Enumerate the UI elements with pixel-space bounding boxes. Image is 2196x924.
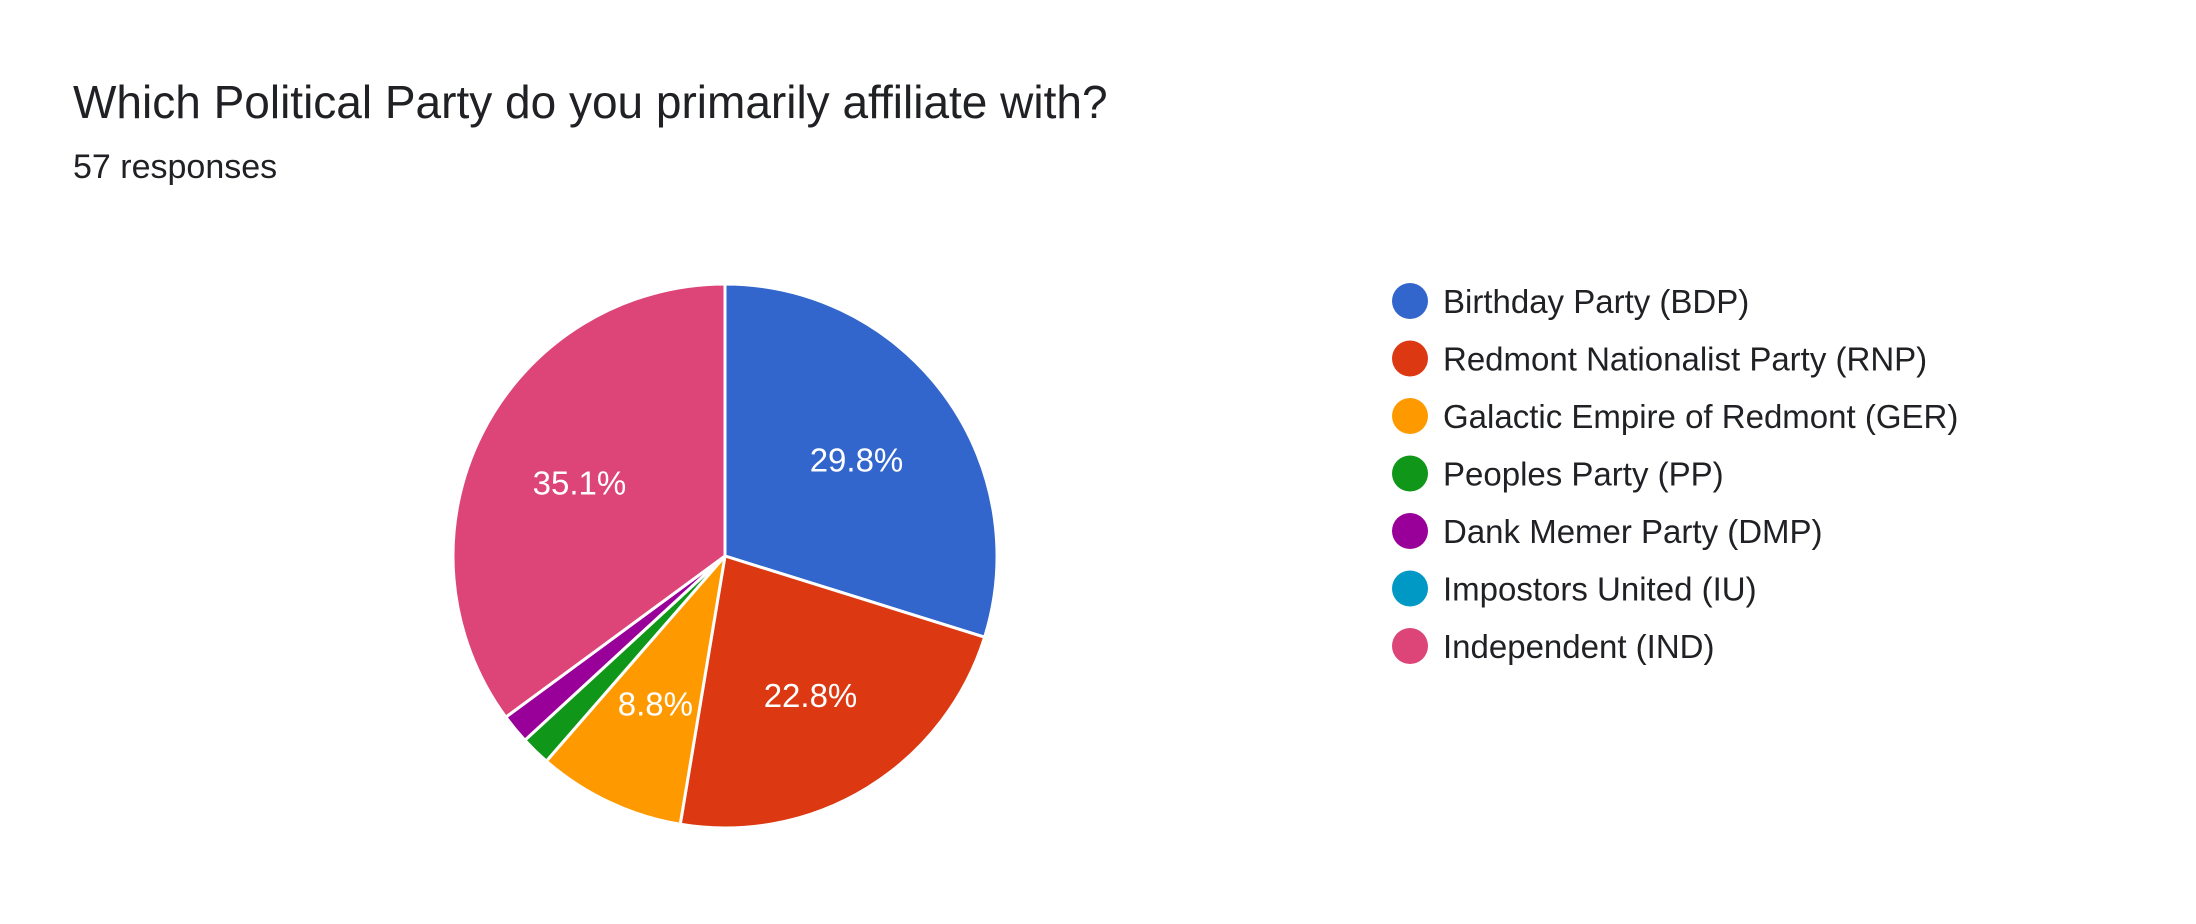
chart-title: Which Political Party do you primarily a… — [73, 76, 1108, 128]
pie-slice-galactic-empire-of-redmont-ger[interactable] — [544, 554, 727, 826]
legend-item[interactable]: Independent (IND) — [1392, 628, 1715, 665]
pie-data-label: 35.1% — [533, 464, 627, 501]
pie-slice-redmont-nationalist-party-rnp[interactable] — [678, 554, 987, 830]
pie-data-label: 8.8% — [618, 686, 693, 723]
pie-slice-birthday-party-bdp[interactable] — [723, 282, 999, 639]
responses-count: 57 responses — [73, 148, 278, 186]
legend-label: Independent (IND) — [1443, 628, 1715, 665]
legend-item[interactable]: Galactic Empire of Redmont (GER) — [1392, 398, 1958, 435]
legend-label: Galactic Empire of Redmont (GER) — [1443, 398, 1958, 435]
legend-swatch — [1392, 455, 1428, 492]
legend-item[interactable]: Redmont Nationalist Party (RNP) — [1392, 340, 1927, 378]
legend-swatch — [1392, 513, 1428, 549]
pie-data-labels: 29.8% 22.8% 8.8% 35.1% — [533, 441, 904, 722]
legend-item[interactable]: Birthday Party (BDP) — [1392, 283, 1749, 320]
pie-data-label: 22.8% — [764, 677, 858, 714]
legend-swatch — [1392, 398, 1428, 434]
legend-label: Birthday Party (BDP) — [1443, 283, 1749, 320]
legend-swatch — [1392, 283, 1428, 319]
chart-legend[interactable]: Birthday Party (BDP) Redmont Nationalist … — [1392, 283, 1958, 665]
legend-label: Dank Memer Party (DMP) — [1443, 513, 1823, 550]
legend-label: Impostors United (IU) — [1443, 571, 1757, 608]
legend-item[interactable]: Dank Memer Party (DMP) — [1392, 513, 1823, 550]
legend-swatch — [1392, 628, 1428, 664]
legend-label: Redmont Nationalist Party (RNP) — [1443, 341, 1927, 378]
pie-data-label: 29.8% — [810, 441, 904, 478]
legend-item[interactable]: Impostors United (IU) — [1392, 570, 1757, 608]
legend-swatch — [1392, 340, 1428, 377]
pie-slices — [451, 282, 999, 830]
pie-slice-independent-ind[interactable] — [451, 282, 727, 719]
legend-item[interactable]: Peoples Party (PP) — [1392, 455, 1724, 493]
legend-label: Peoples Party (PP) — [1443, 456, 1724, 493]
legend-swatch — [1392, 570, 1428, 607]
